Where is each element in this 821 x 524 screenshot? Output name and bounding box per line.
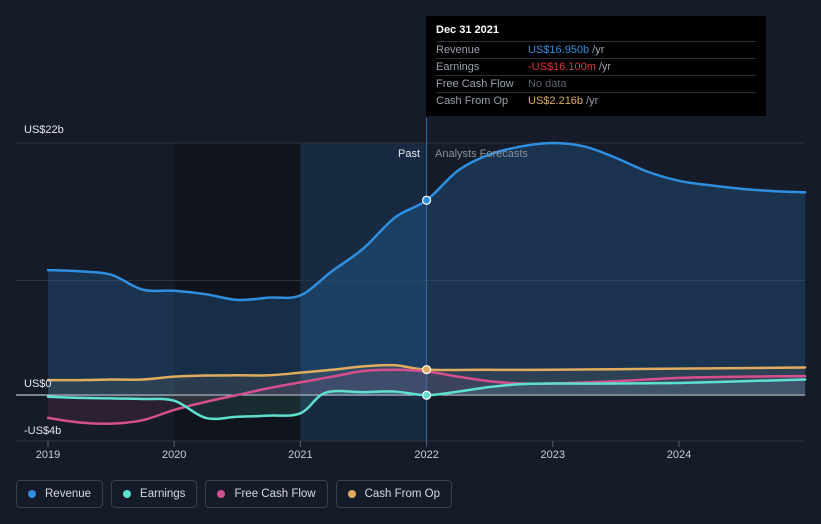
tooltip-row-value: -US$16.100m xyxy=(528,61,596,73)
legend-item-revenue[interactable]: Revenue xyxy=(16,480,104,508)
x-axis-ticks: 2019 2020 2021 2022 2023 2024 xyxy=(36,441,691,461)
tooltip-row-value: No data xyxy=(528,78,567,90)
tooltip-row-unit: /yr xyxy=(592,44,605,56)
legend-label: Revenue xyxy=(45,488,92,500)
legend-label: Earnings xyxy=(140,488,186,500)
legend-dot-icon xyxy=(28,490,36,498)
tooltip-row-unit: /yr xyxy=(598,61,612,73)
tooltip-row-value: US$2.216b xyxy=(528,95,584,107)
y-axis-labels: US$22b US$0 -US$4b xyxy=(24,124,64,437)
tooltip-row-label: Cash From Op xyxy=(436,95,509,107)
past-label: Past xyxy=(398,148,420,160)
x-tick-label: 2024 xyxy=(667,449,691,461)
tooltip-rows: Revenue US$16.950b/yr Earnings -US$16.100m /… xyxy=(436,41,756,109)
revenue-marker xyxy=(422,195,432,205)
x-tick-label: 2019 xyxy=(36,449,60,461)
tooltip-row-label: Free Cash Flow xyxy=(436,78,514,90)
x-tick-label: 2020 xyxy=(162,449,186,461)
y-label-zero: US$0 xyxy=(24,378,52,390)
legend-item-cash-from-op[interactable]: Cash From Op xyxy=(335,480,453,508)
forecast-label: Analysts Forecasts xyxy=(435,148,528,160)
tooltip-row: Cash From Op US$2.216b/yr xyxy=(436,92,756,109)
tooltip-row: Free Cash Flow No data xyxy=(436,75,756,92)
free-cash-flow-line xyxy=(46,368,807,426)
series-lines xyxy=(46,141,807,426)
tooltip-row: Revenue US$16.950b/yr xyxy=(436,41,756,58)
x-tick-label: 2023 xyxy=(541,449,565,461)
tooltip-date: Dec 31 2021 xyxy=(436,24,499,36)
tooltip: Dec 31 2021 Revenue US$16.950b/yr Earnings… xyxy=(426,16,766,116)
legend-dot-icon xyxy=(347,490,356,498)
x-tick-label: 2022 xyxy=(414,449,438,461)
legend-item-free-cash-flow[interactable]: Free Cash Flow xyxy=(205,480,328,508)
cash-from-op-marker xyxy=(422,364,432,375)
legend-dot-icon xyxy=(123,490,132,498)
legend-dot-icon xyxy=(217,490,226,498)
x-tick-label: 2021 xyxy=(288,449,312,461)
y-label-bottom: -US$4b xyxy=(24,425,61,437)
tooltip-row-unit: /yr xyxy=(586,95,599,107)
tooltip-row-label: Revenue xyxy=(436,44,481,56)
tooltip-row: Earnings -US$16.100m/yr xyxy=(436,58,756,75)
hover-markers xyxy=(422,195,432,400)
y-label-top: US$22b xyxy=(24,124,64,136)
earnings-marker xyxy=(422,390,432,400)
legend-item-earnings[interactable]: Earnings xyxy=(111,480,198,508)
legend-label: Cash From Op xyxy=(364,488,441,500)
legend: Revenue Earnings Free Cash Flow Cash From O… xyxy=(16,480,453,508)
earnings-area xyxy=(48,379,806,419)
cash-from-op-line xyxy=(46,363,807,382)
tooltip-row-value: US$16.950b xyxy=(528,44,590,56)
gridlines xyxy=(16,142,805,442)
tooltip-row-label: Earnings xyxy=(436,61,480,73)
legend-label: Free Cash Flow xyxy=(234,488,316,500)
earnings-line xyxy=(46,378,807,421)
